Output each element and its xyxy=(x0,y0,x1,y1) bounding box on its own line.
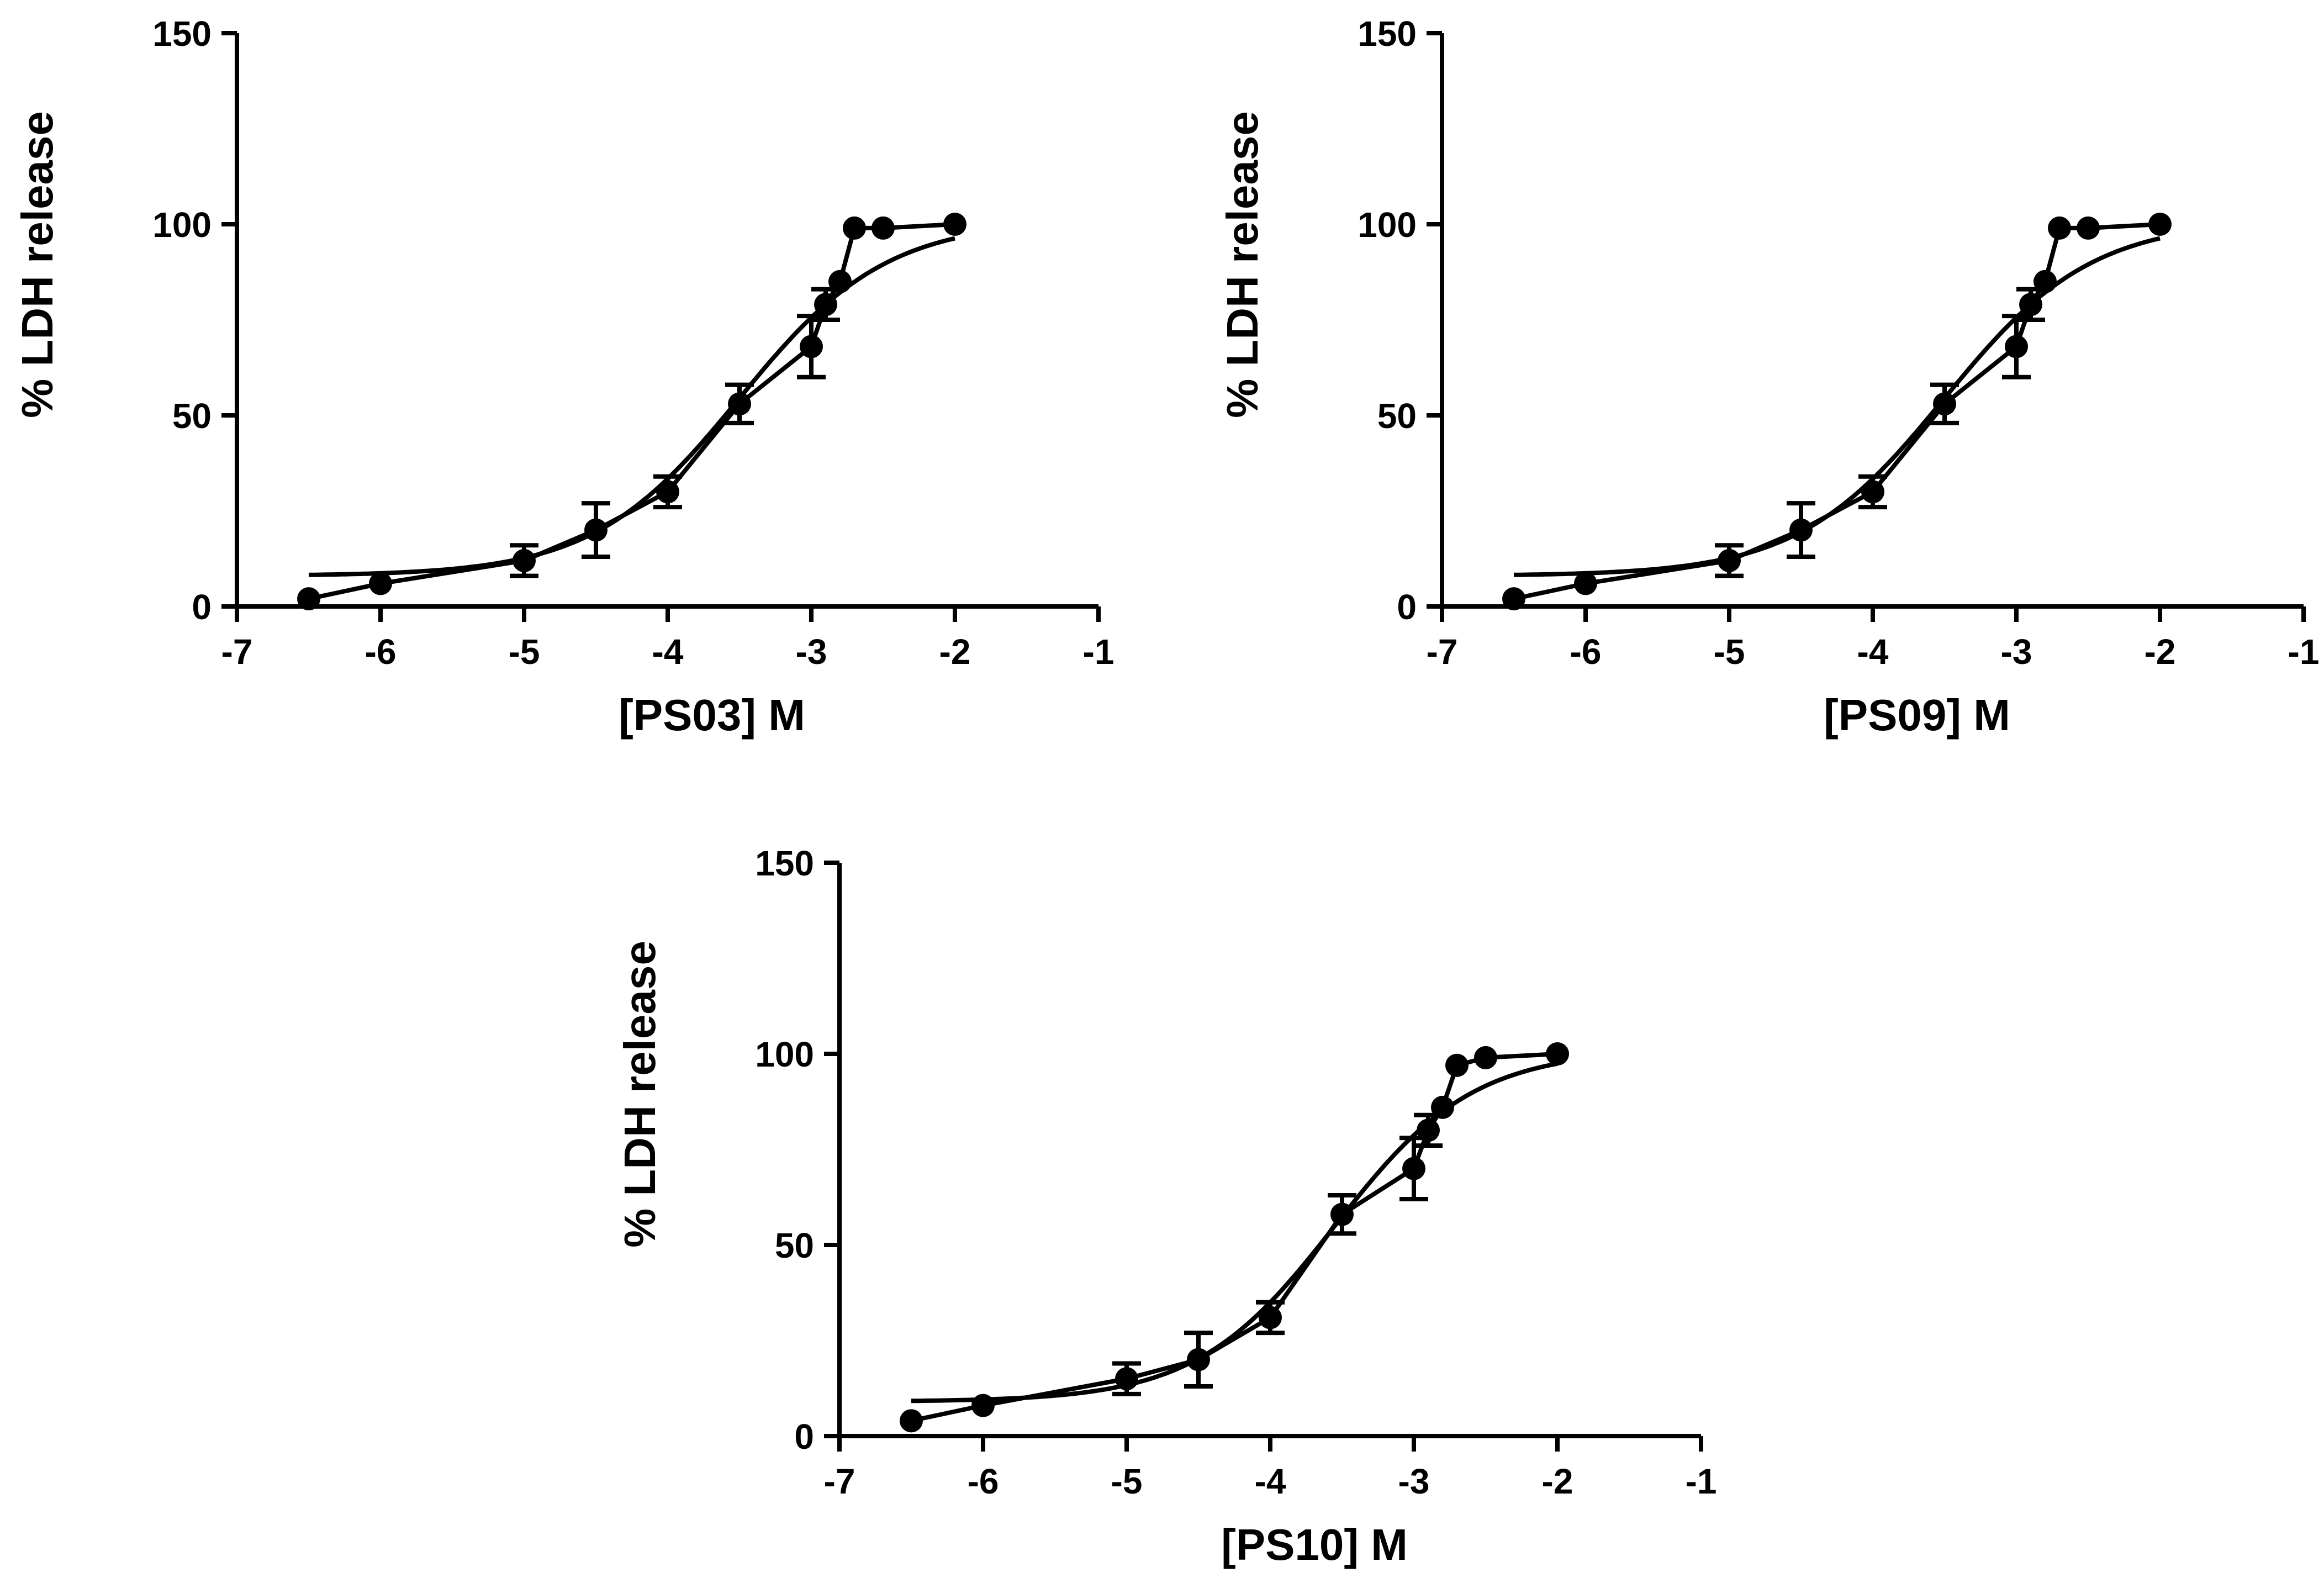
data-point xyxy=(828,270,852,293)
y-tick-label: 0 xyxy=(192,587,212,627)
data-point xyxy=(872,216,895,240)
chart-panel-ps10: -7 -6 -5 -4 -3 -2 -1 0 50 100 150 [PS10] M % LDH rel… xyxy=(615,843,1716,1569)
data-point xyxy=(1115,1367,1138,1391)
y-tick-label: 0 xyxy=(794,1417,814,1457)
data-point xyxy=(943,213,966,236)
data-point xyxy=(1574,572,1597,595)
x-tick-label: -5 xyxy=(1111,1461,1143,1501)
x-tick-label: -1 xyxy=(2288,632,2320,672)
data-point xyxy=(1187,1348,1210,1371)
data-point xyxy=(513,548,536,572)
x-tick-label: -7 xyxy=(221,632,253,672)
x-tick-label: -5 xyxy=(509,632,540,672)
data-point xyxy=(728,392,751,416)
data-point xyxy=(1861,480,1884,504)
data-point xyxy=(656,480,679,504)
x-tick-label: -2 xyxy=(2145,632,2176,672)
x-tick-label: -6 xyxy=(365,632,397,672)
data-point xyxy=(2019,293,2042,316)
y-tick-label: 100 xyxy=(755,1035,814,1074)
y-tick-label: 0 xyxy=(1397,587,1417,627)
x-tick-label: -6 xyxy=(1570,632,1602,672)
data-point xyxy=(900,1409,923,1433)
x-tick-label: -2 xyxy=(1542,1461,1573,1501)
data-point xyxy=(800,335,823,358)
fit-curve xyxy=(911,1061,1558,1403)
x-axis-title: [PS03] M xyxy=(619,690,805,740)
y-tick-label: 50 xyxy=(172,396,212,436)
data-point xyxy=(2148,213,2172,236)
data-point xyxy=(2034,270,2057,293)
data-point xyxy=(2077,216,2100,240)
data-point xyxy=(1789,518,1813,542)
x-tick-label: -6 xyxy=(968,1461,999,1501)
x-tick-label: -3 xyxy=(796,632,827,672)
data-point xyxy=(1259,1306,1282,1329)
x-axis-title: [PS09] M xyxy=(1824,690,2010,740)
y-axis-title: % LDH release xyxy=(13,111,62,418)
chart-panel-ps03: -7 -6 -5 -4 -3 -2 -1 0 50 100 150 [PS03] M % LDH rel… xyxy=(13,14,1114,740)
data-point xyxy=(1402,1157,1425,1180)
chart-panel-ps09: -7 -6 -5 -4 -3 -2 -1 0 50 100 150 [PS09] M % LDH rel… xyxy=(1218,14,2319,740)
y-tick-label: 100 xyxy=(152,205,212,245)
y-tick-label: 50 xyxy=(1377,396,1417,436)
data-point xyxy=(971,1394,995,1417)
y-axis-title: % LDH release xyxy=(615,941,664,1248)
data-point xyxy=(843,216,866,240)
x-tick-label: -4 xyxy=(1857,632,1889,672)
x-tick-label: -7 xyxy=(824,1461,855,1501)
y-tick-label: 100 xyxy=(1358,205,1417,245)
x-tick-label: -4 xyxy=(652,632,684,672)
y-tick-label: 50 xyxy=(775,1226,814,1265)
data-point xyxy=(1431,1095,1454,1119)
fit-curve xyxy=(1514,236,2161,577)
data-point xyxy=(2005,335,2028,358)
data-point xyxy=(369,572,392,595)
x-tick-label: -5 xyxy=(1714,632,1745,672)
data-point xyxy=(1546,1042,1569,1065)
x-tick-label: -1 xyxy=(1083,632,1115,672)
x-axis-title: [PS10] M xyxy=(1221,1520,1408,1569)
data-line xyxy=(911,1052,1558,1423)
data-point xyxy=(1417,1118,1440,1142)
y-tick-label: 150 xyxy=(152,14,212,54)
data-point xyxy=(1330,1202,1354,1226)
fit-curve xyxy=(309,236,955,577)
y-tick-label: 150 xyxy=(1358,14,1417,54)
x-tick-label: -3 xyxy=(1398,1461,1430,1501)
x-tick-label: -1 xyxy=(1686,1461,1717,1501)
data-point xyxy=(1445,1053,1469,1077)
y-axis-title: % LDH release xyxy=(1218,111,1267,418)
x-tick-label: -7 xyxy=(1427,632,1458,672)
x-tick-label: -4 xyxy=(1255,1461,1286,1501)
y-tick-label: 150 xyxy=(755,843,814,883)
data-point xyxy=(1933,392,1956,416)
x-tick-label: -3 xyxy=(2001,632,2032,672)
data-point xyxy=(1474,1046,1497,1069)
x-tick-label: -2 xyxy=(939,632,971,672)
data-point xyxy=(1718,548,1741,572)
data-point xyxy=(297,587,320,611)
data-point xyxy=(2048,216,2071,240)
data-point xyxy=(814,293,837,316)
data-point xyxy=(1502,587,1525,611)
data-point xyxy=(584,518,608,542)
